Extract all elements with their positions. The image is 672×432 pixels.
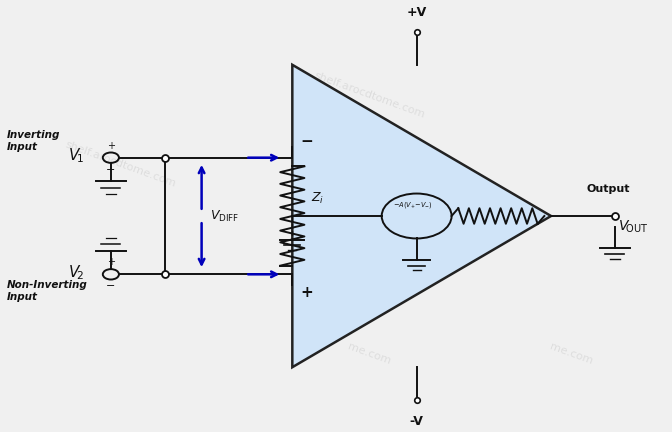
Text: $Z_i$: $Z_i$ <box>311 191 325 206</box>
Text: −: − <box>106 165 116 175</box>
Text: +: + <box>107 257 115 267</box>
Text: -V: -V <box>410 415 423 428</box>
Text: shelf.arocdtome.com: shelf.arocdtome.com <box>64 140 178 189</box>
Text: $-A(V_{+}\!-\!V_{-})$: $-A(V_{+}\!-\!V_{-})$ <box>393 200 433 210</box>
Text: +: + <box>300 285 313 300</box>
Text: $V_{\!2}$: $V_{\!2}$ <box>68 263 84 282</box>
Text: Non-Inverting
Input: Non-Inverting Input <box>7 280 87 302</box>
Text: me.com: me.com <box>347 342 392 367</box>
Text: +V: +V <box>407 6 427 19</box>
Text: $V_{\!1}$: $V_{\!1}$ <box>68 146 84 165</box>
Text: −: − <box>300 134 313 149</box>
Text: −: − <box>106 281 116 291</box>
Text: $V_{\mathrm{DIFF}}$: $V_{\mathrm{DIFF}}$ <box>210 209 239 223</box>
Text: Inverting
Input: Inverting Input <box>7 130 60 152</box>
Polygon shape <box>292 65 551 367</box>
Text: $V_{\!\mathrm{OUT}}$: $V_{\!\mathrm{OUT}}$ <box>618 218 648 235</box>
Text: me.com: me.com <box>548 342 594 367</box>
Text: shelf.arocdtome.com: shelf.arocdtome.com <box>312 70 427 120</box>
Text: Output: Output <box>587 184 630 194</box>
Text: +: + <box>107 141 115 151</box>
